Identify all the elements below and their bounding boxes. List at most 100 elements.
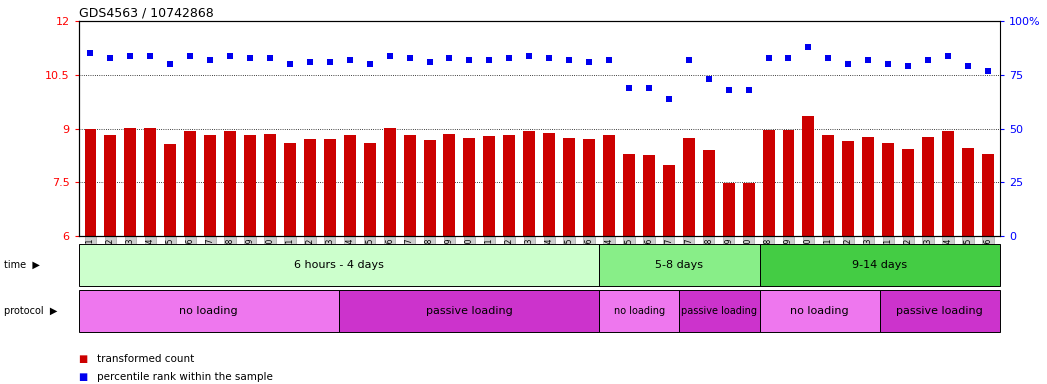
Point — [282, 61, 298, 67]
Point — [661, 96, 677, 102]
Bar — [524, 131, 535, 236]
Bar — [762, 130, 775, 236]
Point — [461, 57, 477, 63]
Bar — [125, 128, 136, 236]
Bar — [883, 143, 894, 236]
Point — [581, 59, 598, 65]
Bar — [484, 136, 495, 236]
Point — [601, 57, 618, 63]
Bar — [105, 135, 116, 236]
Text: 5-8 days: 5-8 days — [655, 260, 704, 270]
Point — [500, 55, 517, 61]
Bar — [85, 129, 96, 236]
Bar — [284, 143, 296, 236]
Bar — [982, 154, 994, 236]
Point — [879, 61, 896, 67]
Bar — [144, 128, 156, 236]
Point — [820, 55, 837, 61]
Text: time  ▶: time ▶ — [4, 260, 40, 270]
Text: ■: ■ — [79, 354, 88, 364]
Point — [520, 53, 537, 59]
Point — [541, 55, 558, 61]
Point — [681, 57, 697, 63]
Point — [341, 57, 358, 63]
Bar — [264, 134, 276, 236]
Bar — [343, 135, 356, 236]
Bar — [383, 128, 396, 236]
Text: GDS4563 / 10742868: GDS4563 / 10742868 — [79, 7, 214, 20]
Text: passive loading: passive loading — [896, 306, 983, 316]
Point — [800, 44, 817, 50]
Bar — [204, 135, 216, 236]
Point — [780, 55, 797, 61]
Point — [481, 57, 497, 63]
Bar — [424, 140, 436, 236]
Bar — [782, 130, 795, 236]
Bar — [164, 144, 176, 236]
Bar — [802, 116, 815, 236]
Bar — [184, 131, 196, 236]
Bar — [663, 165, 675, 236]
Point — [162, 61, 179, 67]
Point — [102, 55, 118, 61]
Point — [740, 87, 757, 93]
Bar — [363, 143, 376, 236]
Bar — [603, 135, 615, 236]
Bar — [244, 136, 257, 236]
Point — [242, 55, 259, 61]
Point — [421, 59, 438, 65]
Text: transformed count: transformed count — [97, 354, 195, 364]
Bar — [543, 133, 555, 236]
Point — [262, 55, 279, 61]
Point — [939, 53, 956, 59]
Point — [302, 59, 318, 65]
Bar — [843, 141, 854, 236]
Point — [381, 53, 398, 59]
Text: protocol  ▶: protocol ▶ — [4, 306, 58, 316]
Bar — [643, 155, 654, 236]
Point — [441, 55, 458, 61]
Text: no loading: no loading — [179, 306, 238, 316]
Point — [142, 53, 159, 59]
Point — [720, 87, 737, 93]
Point — [840, 61, 856, 67]
Bar — [922, 137, 934, 236]
Point — [561, 57, 578, 63]
Point — [980, 68, 997, 74]
Bar — [583, 139, 595, 236]
Point — [919, 57, 936, 63]
Point — [82, 50, 98, 56]
Point — [960, 63, 977, 70]
Bar — [504, 135, 515, 236]
Point — [401, 55, 418, 61]
Bar — [942, 131, 954, 236]
Bar — [703, 150, 715, 236]
Bar — [324, 139, 336, 236]
Point — [700, 76, 717, 82]
Text: 9-14 days: 9-14 days — [852, 260, 908, 270]
Point — [202, 57, 219, 63]
Bar — [304, 139, 316, 236]
Point — [621, 85, 638, 91]
Text: no loading: no loading — [614, 306, 665, 316]
Bar — [962, 147, 974, 236]
Bar — [224, 131, 236, 236]
Bar — [403, 135, 416, 236]
Bar — [903, 149, 914, 236]
Bar — [742, 183, 755, 236]
Point — [760, 55, 777, 61]
Bar — [822, 136, 834, 236]
Point — [321, 59, 338, 65]
Bar — [722, 183, 735, 236]
Bar — [444, 134, 455, 236]
Text: 6 hours - 4 days: 6 hours - 4 days — [294, 260, 384, 270]
Text: ■: ■ — [79, 372, 88, 382]
Bar — [563, 137, 575, 236]
Point — [182, 53, 199, 59]
Text: percentile rank within the sample: percentile rank within the sample — [97, 372, 273, 382]
Point — [222, 53, 239, 59]
Bar — [464, 137, 475, 236]
Point — [361, 61, 378, 67]
Point — [860, 57, 876, 63]
Point — [899, 63, 916, 70]
